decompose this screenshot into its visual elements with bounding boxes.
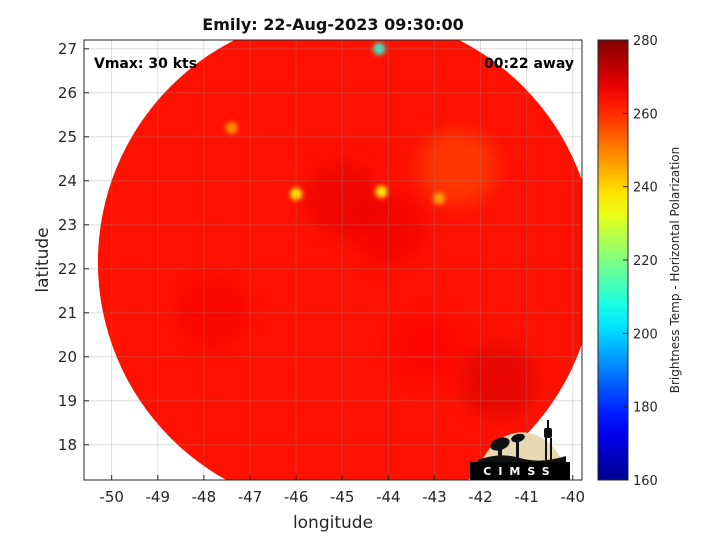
x-tick-label-5: -45	[330, 488, 355, 506]
colorbar-tick-label-3: 220	[633, 254, 658, 269]
time-offset-annotation: 00:22 away	[484, 56, 574, 72]
colorbar-tick-label-0: 160	[633, 474, 658, 489]
y-tick-label-5: 23	[58, 216, 77, 234]
grid	[84, 40, 582, 480]
colorbar-tick-label-1: 180	[633, 401, 658, 416]
y-tick-label-1: 19	[58, 392, 77, 410]
x-axis-label: longitude	[293, 513, 373, 533]
warm-spot-5	[290, 188, 303, 200]
colorbar-tick-label-2: 200	[633, 327, 658, 342]
colorbar-tick-label-6: 280	[633, 34, 658, 49]
y-tick-label-2: 20	[58, 348, 77, 366]
cold-region-3	[175, 274, 252, 351]
x-tick-label-1: -49	[146, 488, 171, 506]
warm-spot-8	[225, 122, 238, 134]
y-tick-label-8: 26	[58, 84, 77, 102]
cold-region-2	[419, 129, 496, 206]
y-tick-label-3: 21	[58, 304, 77, 322]
plot-frame	[83, 39, 583, 481]
chart-title: Emily: 22-Aug-2023 09:30:00	[202, 15, 463, 34]
x-tick-label-0: -50	[99, 488, 124, 506]
colorbar-tick-label-5: 260	[633, 107, 658, 122]
x-tick-label-7: -43	[422, 488, 447, 506]
x-tick-label-2: -48	[192, 488, 217, 506]
y-tick-label-9: 27	[58, 40, 77, 58]
logo-text: CIMSS	[483, 465, 556, 478]
colorbar-ticks: 160 180 200 220 240 260 280	[623, 34, 658, 489]
y-tick-label-7: 25	[58, 128, 77, 146]
colorbar-label: Brightness Temp - Horizontal Polarizatio…	[668, 147, 682, 394]
vmax-annotation: Vmax: 30 kts	[94, 56, 197, 72]
x-tick-label-6: -44	[376, 488, 401, 506]
cimss-logo: CIMSS	[470, 420, 570, 480]
warm-spot-7	[433, 192, 446, 205]
warm-spot-6	[375, 185, 388, 198]
y-ticks: 18 19 20 21 22 23 24 25 26 27	[58, 40, 89, 454]
x-tick-label-10: -40	[561, 488, 586, 506]
cold-region-10	[461, 343, 537, 419]
warm-spot-9	[373, 42, 386, 55]
x-tick-label-8: -42	[468, 488, 493, 506]
brightness-temp-swath	[97, 40, 582, 480]
x-tick-label-4: -46	[284, 488, 309, 506]
x-tick-label-3: -47	[238, 488, 263, 506]
x-ticks: -50 -49 -48 -47 -46 -45 -44 -43 -42 -41 -40	[99, 475, 585, 506]
x-tick-label-9: -41	[514, 488, 539, 506]
cold-region-1	[350, 191, 427, 268]
colorbar-tick-label-4: 240	[633, 181, 658, 196]
cold-region-4	[387, 310, 464, 386]
y-axis-label: latitude	[33, 227, 53, 292]
y-tick-label-4: 22	[58, 260, 77, 278]
y-tick-label-6: 24	[58, 172, 77, 190]
y-tick-label-0: 18	[58, 436, 77, 454]
